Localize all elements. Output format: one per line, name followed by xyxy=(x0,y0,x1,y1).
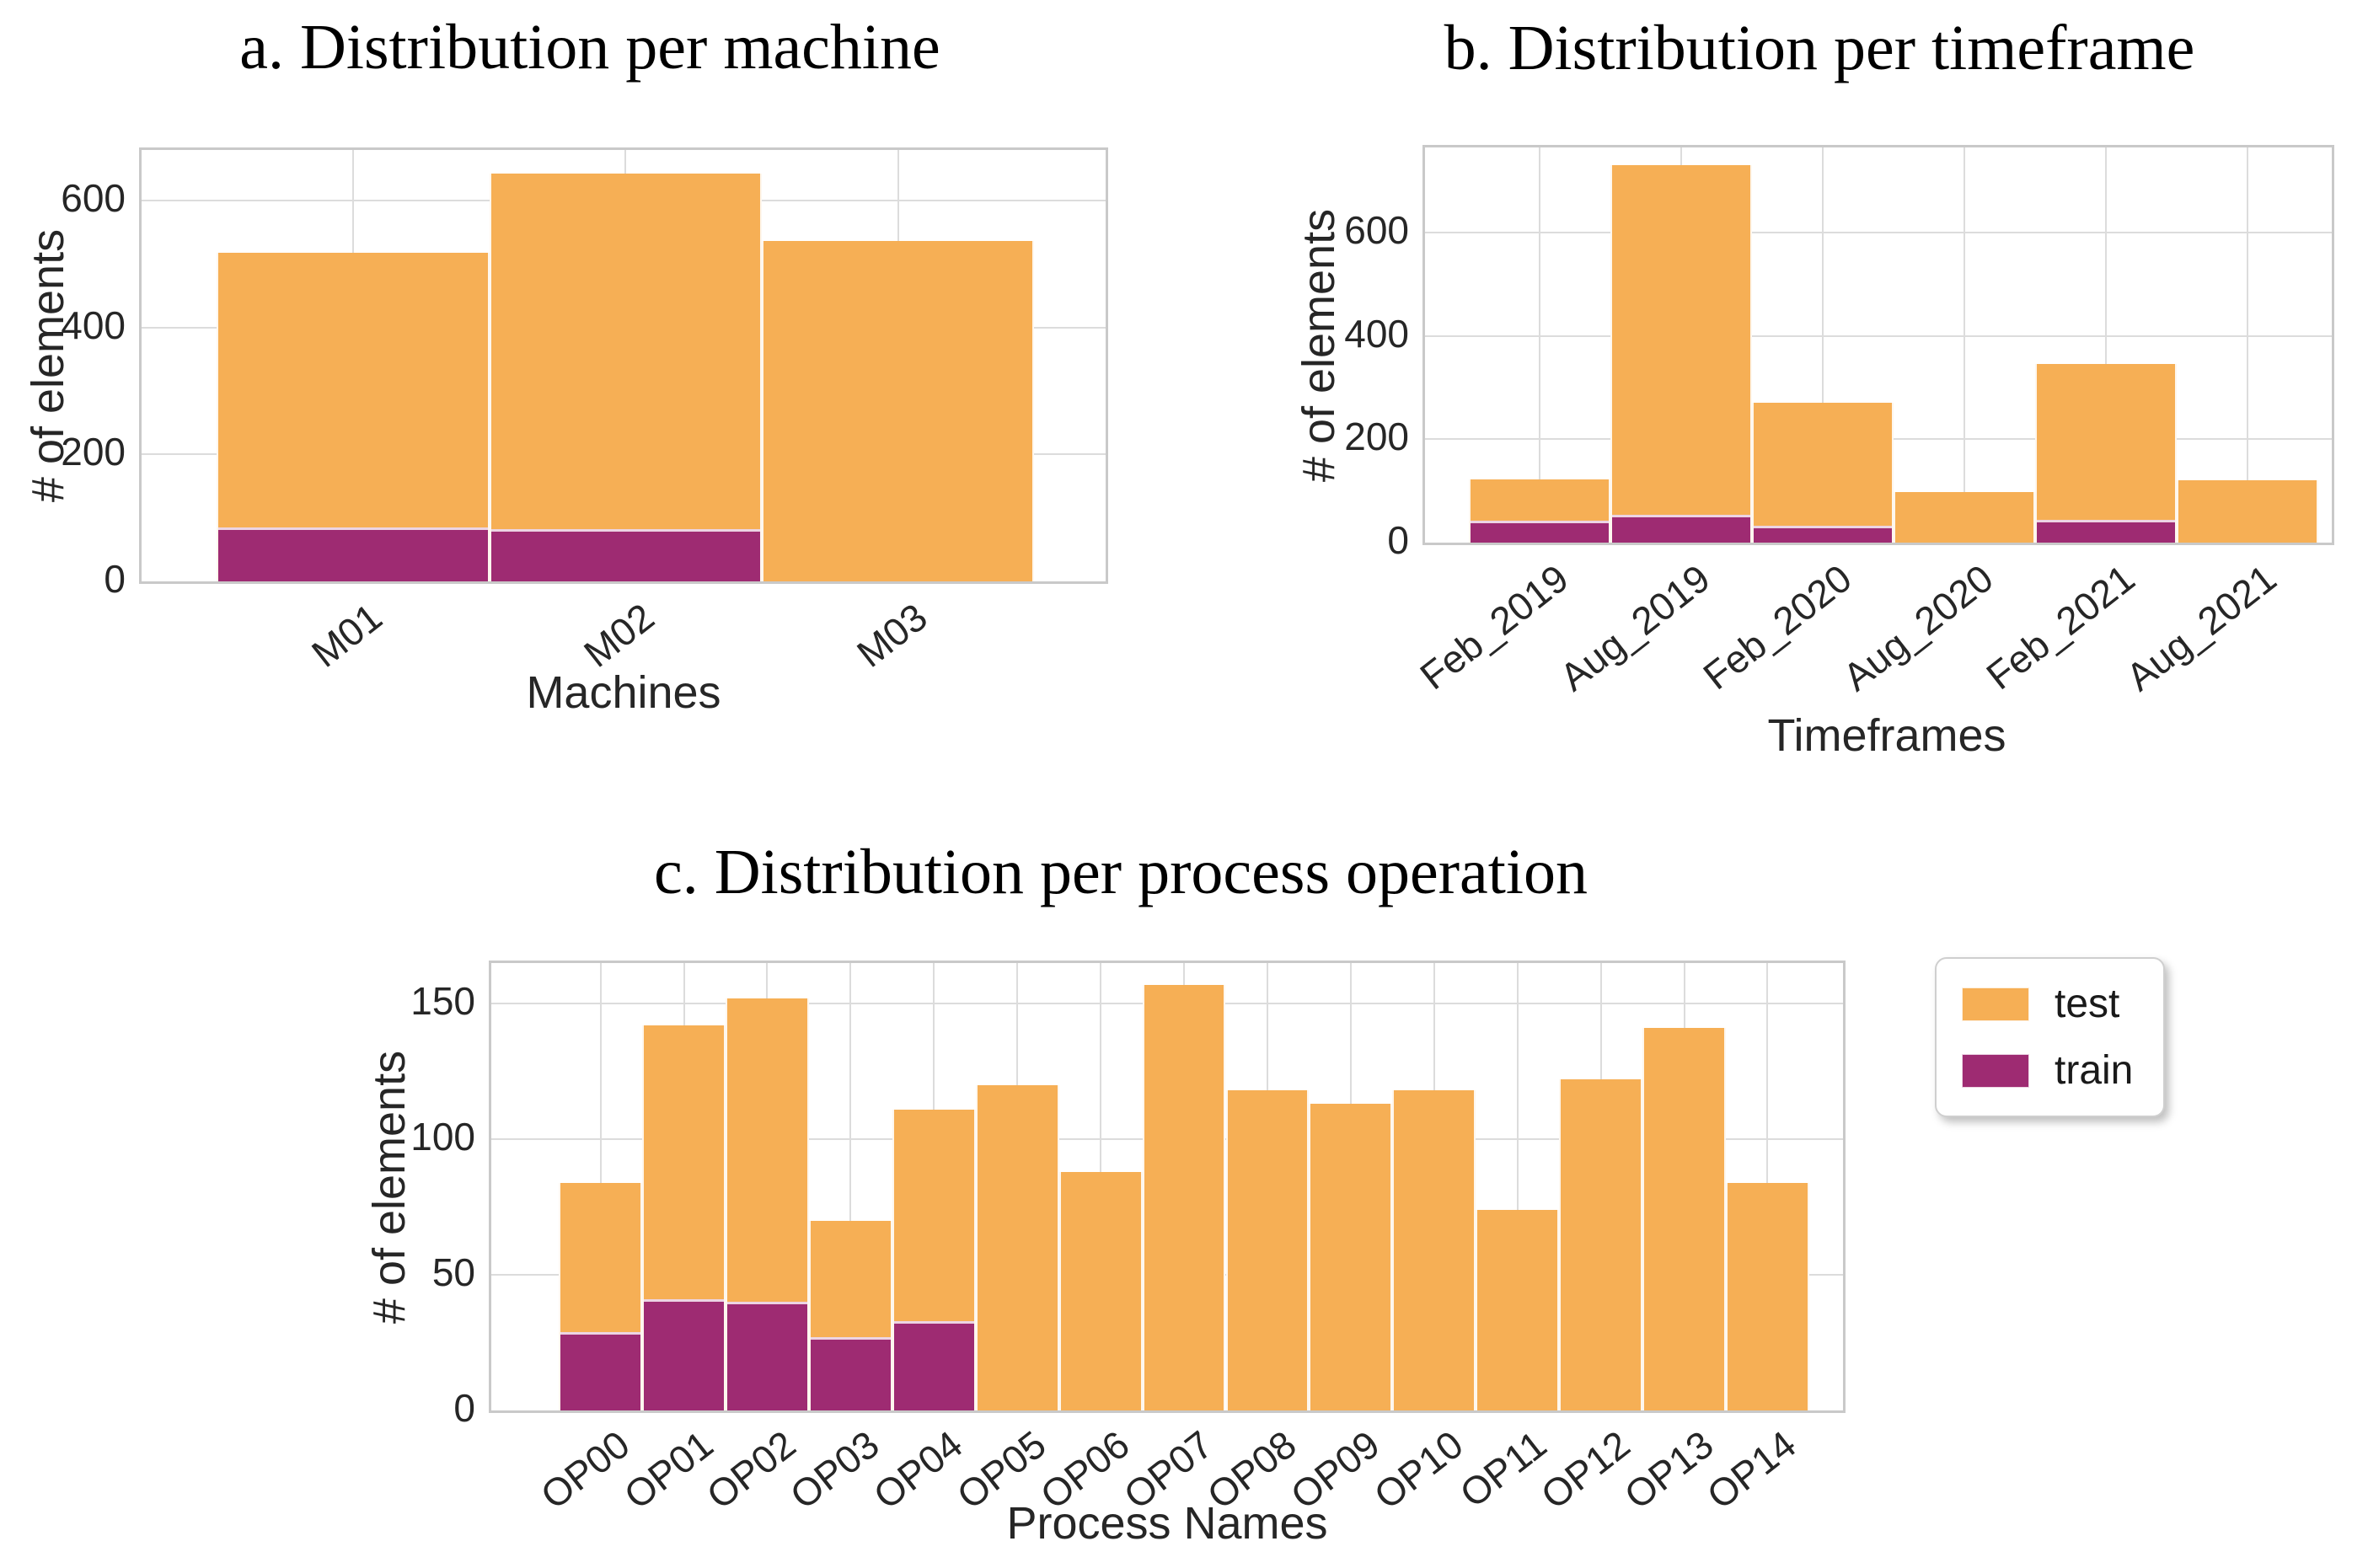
chart-distribution-per-process-operation: c. Distribution per process operation # … xyxy=(364,837,1846,1549)
bar-Aug_2021 xyxy=(2176,480,2318,543)
x-tick-label-M02: M02 xyxy=(576,594,662,676)
gridline-x-Feb_2020 xyxy=(1821,147,1824,543)
bar-Feb_2020 xyxy=(1751,403,1894,543)
legend-item-test: test xyxy=(1962,981,2133,1027)
legend-label-test: test xyxy=(2055,982,2120,1026)
x-tick-label-Aug_2019: Aug_2019 xyxy=(1551,555,1718,699)
x-tick-label-Aug_2020: Aug_2020 xyxy=(1835,555,2001,699)
bar-train-segment-OP01 xyxy=(644,1299,725,1410)
gridline-y-400 xyxy=(1425,334,2332,337)
bar-Feb_2021 xyxy=(2034,363,2177,543)
bar-OP11 xyxy=(1476,1209,1560,1410)
train-color-swatch xyxy=(1962,1053,2029,1088)
bar-OP03 xyxy=(808,1220,892,1410)
x-tick-label-Feb_2019: Feb_2019 xyxy=(1412,555,1577,698)
y-tick-label-50: 50 xyxy=(431,1250,475,1295)
bar-OP06 xyxy=(1058,1171,1143,1410)
chart-b-title: b. Distribution per timeframe xyxy=(1444,13,2195,83)
bar-train-segment-M01 xyxy=(218,527,488,581)
x-tick-label-M01: M01 xyxy=(303,594,390,676)
gridline-x-Aug_2021 xyxy=(2246,147,2248,543)
bar-OP08 xyxy=(1225,1090,1310,1410)
gridline-x-Feb_2021 xyxy=(2104,147,2107,543)
bar-OP02 xyxy=(726,998,809,1410)
x-tick-label-Feb_2021: Feb_2021 xyxy=(1978,555,2143,698)
x-tick-label-M03: M03 xyxy=(848,594,935,676)
y-tick-label-200: 200 xyxy=(1344,415,1409,459)
bar-OP14 xyxy=(1725,1182,1809,1410)
legend-item-train: train xyxy=(1962,1047,2133,1094)
bar-train-segment-Feb_2020 xyxy=(1753,525,1892,543)
y-tick-label-0: 0 xyxy=(1387,518,1409,562)
chart-b-plot-area xyxy=(1422,145,2334,545)
bar-OP05 xyxy=(975,1084,1059,1410)
y-tick-label-600: 600 xyxy=(1344,208,1409,253)
gridline-x-Feb_2019 xyxy=(1538,147,1540,543)
y-tick-label-200: 200 xyxy=(61,430,126,474)
chart-a-title: a. Distribution per machine xyxy=(239,12,940,83)
bar-train-segment-Feb_2019 xyxy=(1470,520,1609,543)
bar-Aug_2019 xyxy=(1610,165,1752,543)
chart-b-x-axis-label: Timeframes xyxy=(1767,710,2006,761)
y-tick-label-0: 0 xyxy=(453,1386,475,1430)
bar-M01 xyxy=(217,252,490,581)
bar-train-segment-OP04 xyxy=(893,1320,974,1410)
y-tick-label-0: 0 xyxy=(104,557,126,601)
bar-train-segment-OP02 xyxy=(727,1302,807,1410)
x-tick-label-Feb_2020: Feb_2020 xyxy=(1695,555,1860,698)
bar-OP10 xyxy=(1392,1090,1476,1410)
chart-distribution-per-timeframe: b. Distribution per timeframe # of eleme… xyxy=(1294,13,2334,761)
bar-train-segment-Aug_2019 xyxy=(1611,514,1750,543)
gridline-x-Aug_2020 xyxy=(1963,147,1965,543)
test-color-swatch xyxy=(1962,987,2029,1021)
y-tick-label-100: 100 xyxy=(410,1115,475,1159)
bar-M02 xyxy=(489,173,762,581)
bar-train-segment-Feb_2021 xyxy=(2036,520,2175,543)
gridline-x-OP03 xyxy=(849,963,852,1410)
gridline-x-OP11 xyxy=(1516,963,1519,1410)
bar-M03 xyxy=(761,240,1035,581)
bar-train-segment-OP00 xyxy=(560,1331,641,1410)
bar-OP00 xyxy=(559,1182,643,1410)
bar-OP04 xyxy=(892,1109,976,1410)
y-tick-label-400: 400 xyxy=(61,302,126,347)
gridline-y-600 xyxy=(1425,232,2332,234)
chart-c-title: c. Distribution per process operation xyxy=(653,837,1588,907)
chart-a-x-axis-label: Machines xyxy=(526,667,721,718)
bar-OP13 xyxy=(1642,1028,1726,1410)
chart-distribution-per-machine: a. Distribution per machine # of element… xyxy=(23,12,1108,718)
y-tick-label-400: 400 xyxy=(1344,311,1409,356)
bar-OP09 xyxy=(1309,1104,1393,1410)
chart-c-x-axis-label: Process Names xyxy=(1006,1498,1328,1549)
bar-Aug_2020 xyxy=(1893,491,2035,543)
legend: test train xyxy=(1935,957,2166,1117)
bar-Feb_2019 xyxy=(1468,479,1610,543)
chart-a-plot-area xyxy=(139,147,1108,584)
bar-train-segment-M02 xyxy=(490,529,760,581)
bar-OP07 xyxy=(1142,984,1226,1410)
bar-train-segment-OP03 xyxy=(810,1337,891,1410)
y-tick-label-600: 600 xyxy=(61,176,126,221)
x-tick-label-Aug_2021: Aug_2021 xyxy=(2118,555,2285,699)
legend-label-train: train xyxy=(2055,1048,2134,1093)
chart-c-plot-area xyxy=(489,961,1846,1413)
bar-OP12 xyxy=(1559,1079,1643,1410)
y-tick-label-150: 150 xyxy=(410,979,475,1024)
bar-OP01 xyxy=(642,1025,726,1410)
